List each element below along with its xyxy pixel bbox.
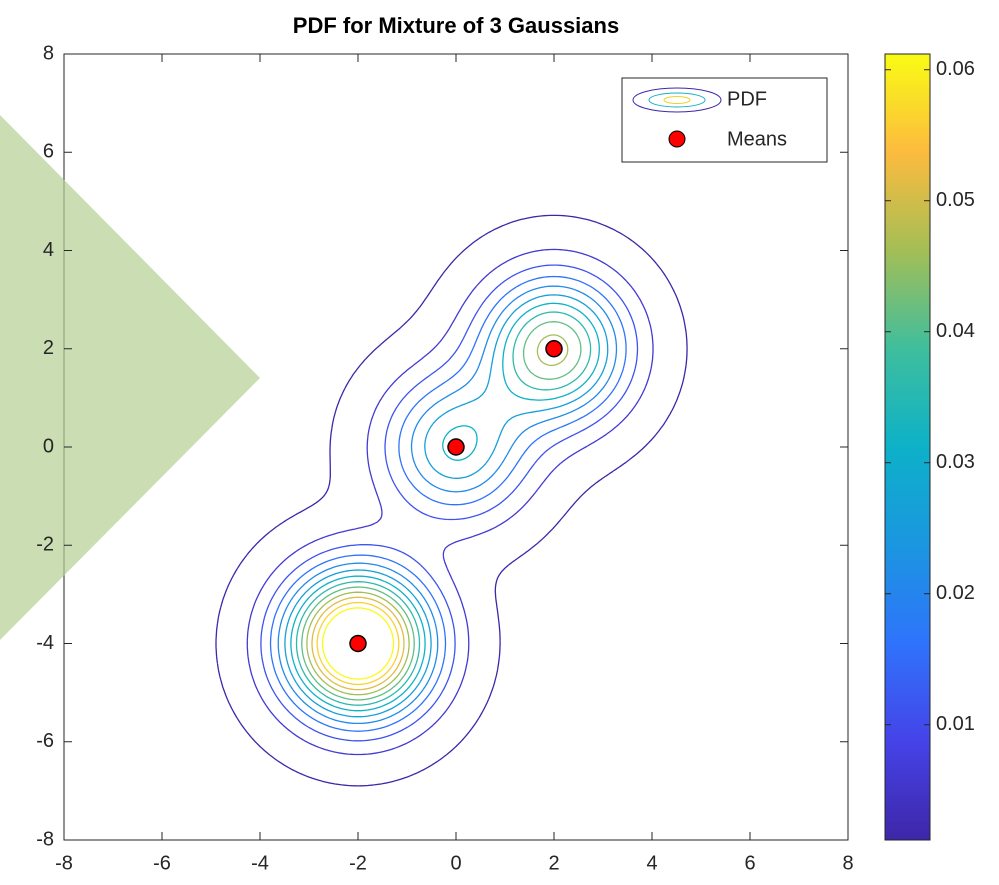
contour-line bbox=[269, 275, 627, 732]
contour-line bbox=[301, 321, 582, 701]
colorbar bbox=[884, 53, 931, 841]
colorbar-tick-label: 0.05 bbox=[936, 189, 975, 211]
x-tick-label: 4 bbox=[646, 852, 657, 874]
legend-label: PDF bbox=[727, 88, 767, 110]
contour-line bbox=[311, 596, 405, 691]
colorbar-tick-label: 0.06 bbox=[936, 58, 975, 80]
legend-icon bbox=[632, 87, 722, 113]
legend: PDF Means bbox=[621, 77, 828, 163]
y-tick-label: -8 bbox=[36, 828, 54, 850]
y-tick-label: 8 bbox=[43, 42, 54, 64]
y-tick-label: -6 bbox=[36, 730, 54, 752]
x-tick-label: -6 bbox=[153, 852, 171, 874]
colorbar-tick-label: 0.03 bbox=[936, 451, 975, 473]
x-tick-label: -2 bbox=[349, 852, 367, 874]
colorbar-tick-label: 0.02 bbox=[936, 582, 975, 604]
y-tick-label: 6 bbox=[43, 141, 54, 163]
contour-line bbox=[215, 214, 688, 787]
contour-line bbox=[306, 334, 569, 696]
legend-label: Means bbox=[727, 128, 787, 150]
contour-line bbox=[277, 285, 618, 725]
x-tick-label: 2 bbox=[548, 852, 559, 874]
legend-icon bbox=[668, 130, 686, 148]
mean-marker bbox=[447, 438, 465, 456]
x-tick-label: 0 bbox=[450, 852, 461, 874]
y-tick-label: -4 bbox=[36, 632, 54, 654]
contour-line bbox=[284, 294, 609, 718]
colorbar-tick-label: 0.01 bbox=[936, 713, 975, 735]
mean-marker bbox=[349, 634, 367, 653]
contour-line bbox=[321, 607, 395, 680]
y-tick-label: 4 bbox=[43, 239, 54, 261]
contour-line bbox=[260, 264, 639, 742]
contour-line bbox=[290, 302, 600, 712]
x-tick-label: 8 bbox=[842, 852, 853, 874]
y-tick-label: 0 bbox=[43, 435, 54, 457]
legend-icon bbox=[648, 92, 706, 108]
chart-title: PDF for Mixture of 3 Gaussians bbox=[293, 13, 619, 38]
overlay-shape bbox=[0, 115, 260, 640]
colorbar-tick-label: 0.04 bbox=[936, 320, 975, 342]
contour-line bbox=[316, 601, 400, 686]
contour-line bbox=[246, 248, 654, 756]
legend-icon bbox=[663, 96, 691, 104]
contour-line bbox=[295, 311, 592, 706]
x-tick-label: 6 bbox=[744, 852, 755, 874]
y-tick-label: -2 bbox=[36, 534, 54, 556]
x-tick-label: -8 bbox=[55, 852, 73, 874]
mean-marker bbox=[545, 340, 563, 358]
y-tick-label: 2 bbox=[43, 337, 54, 359]
x-tick-label: -4 bbox=[251, 852, 269, 874]
legend-box bbox=[621, 77, 828, 163]
